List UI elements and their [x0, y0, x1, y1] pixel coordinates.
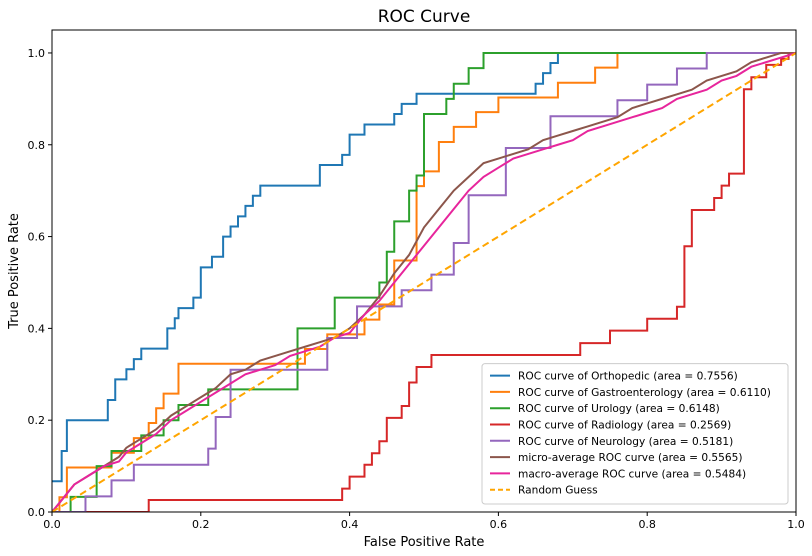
legend-label-5: micro-average ROC curve (area = 0.5565): [518, 452, 743, 464]
legend-label-0: ROC curve of Orthopedic (area = 0.7556): [518, 371, 738, 383]
series-line-1: [52, 51, 796, 512]
y-tick-label: 0.4: [28, 322, 46, 335]
y-tick-label: 1.0: [28, 47, 46, 60]
series-line-6: [52, 51, 796, 512]
legend-label-7: Random Guess: [518, 485, 598, 497]
legend-label-2: ROC curve of Urology (area = 0.6148): [518, 403, 720, 415]
x-tick-label: 0.4: [341, 518, 359, 531]
legend-label-6: macro-average ROC curve (area = 0.5484): [518, 468, 746, 480]
series-line-5: [52, 51, 796, 512]
x-tick-label: 0.8: [638, 518, 656, 531]
y-axis-label: True Positive Rate: [7, 213, 22, 330]
series-line-3: [52, 51, 796, 512]
x-tick-label: 1.0: [787, 518, 805, 531]
series-line-4: [52, 51, 796, 512]
y-tick-label: 0.8: [28, 139, 46, 152]
legend-box: [481, 363, 789, 505]
axis-ticks: 0.0 0.2 0.4 0.6 0.8 1.0 0.0 0.2 0.4 0.6 0.8 1.0: [28, 47, 805, 531]
y-tick-label: 0.0: [28, 506, 46, 519]
x-axis-label: False Positive Rate: [364, 535, 485, 550]
legend-label-3: ROC curve of Radiology (area = 0.2569): [518, 420, 731, 432]
y-tick-label: 0.2: [28, 414, 46, 427]
x-tick-label: 0.0: [43, 518, 61, 531]
x-tick-label: 0.6: [490, 518, 508, 531]
y-tick-label: 0.6: [28, 231, 46, 244]
series-line-7: [52, 52, 796, 512]
chart-title: ROC Curve: [378, 7, 471, 27]
legend: ROC curve of Orthopedic (area = 0.7556) R…: [481, 363, 789, 505]
legend-label-1: ROC curve of Gastroenterology (area = 0.…: [518, 387, 771, 399]
series-line-0: [52, 51, 796, 483]
axes-frame: [51, 29, 797, 513]
x-tick-label: 0.2: [192, 518, 210, 531]
legend-label-4: ROC curve of Neurology (area = 0.5181): [518, 436, 733, 448]
plot-area: [51, 29, 797, 513]
